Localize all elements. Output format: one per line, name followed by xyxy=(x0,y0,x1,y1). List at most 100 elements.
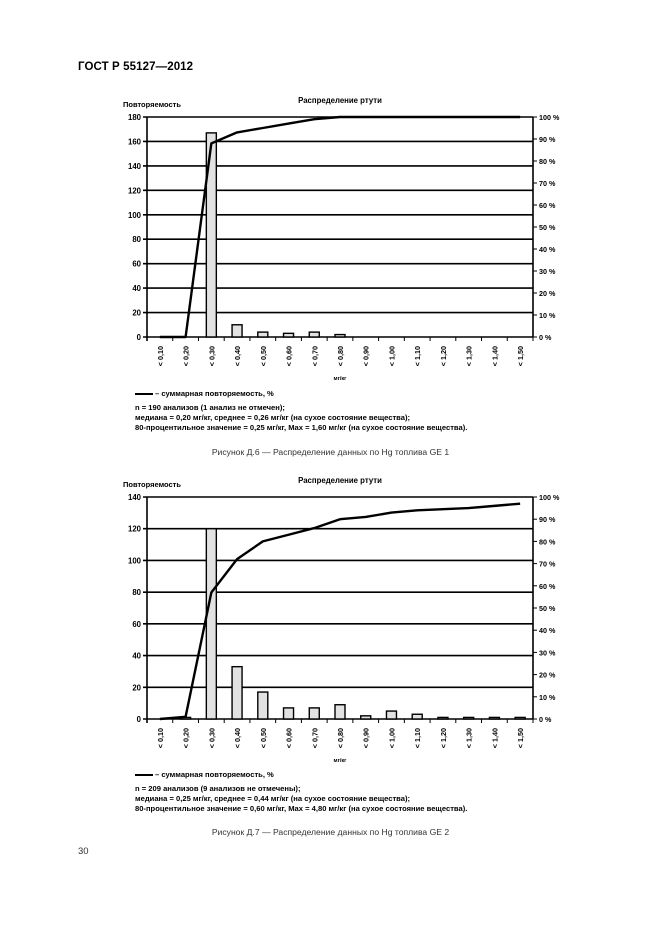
line-legend-icon xyxy=(135,774,153,776)
y2-tick-label: 30 % xyxy=(539,648,556,657)
histogram-bar xyxy=(514,716,526,720)
y2-tick-label: 70 % xyxy=(539,560,556,569)
chart-title: Распределение ртути xyxy=(298,476,382,485)
y2-tick-label: 0 % xyxy=(539,333,552,342)
y-tick-label: 60 xyxy=(132,260,141,269)
y-tick-label: 0 xyxy=(137,333,142,342)
x-tick-label: < 1,50 xyxy=(516,346,525,366)
y-tick-label: 60 xyxy=(132,620,141,629)
y2-tick-label: 30 % xyxy=(539,267,556,276)
y-tick-label: 40 xyxy=(132,284,141,293)
y-tick-label: 140 xyxy=(128,162,142,171)
x-tick-label: < 0,80 xyxy=(336,728,345,748)
chart-title: Распределение ртути xyxy=(298,96,382,105)
y-tick-label: 80 xyxy=(132,588,141,597)
y-tick-label: 100 xyxy=(128,556,142,565)
figure-d6-legend: – суммарная повторяемость, % n = 190 ана… xyxy=(135,389,467,433)
x-tick-label: < 0,50 xyxy=(259,728,268,748)
x-tick-label: < 0,10 xyxy=(156,728,165,748)
x-tick-label: < 0,80 xyxy=(336,346,345,366)
x-axis-unit: мг/кг xyxy=(334,376,348,382)
y2-tick-label: 90 % xyxy=(539,135,556,144)
histogram-bar xyxy=(205,528,218,720)
x-tick-label: < 1,40 xyxy=(490,728,499,748)
x-tick-label: < 0,60 xyxy=(285,728,294,748)
y2-tick-label: 40 % xyxy=(539,626,556,635)
y-axis-label: Повторяемость xyxy=(123,100,181,109)
y2-tick-label: 70 % xyxy=(539,179,556,188)
page-number: 30 xyxy=(78,846,89,857)
x-tick-label: < 0,30 xyxy=(207,346,216,366)
histogram-bar xyxy=(360,715,372,720)
y2-tick-label: 100 % xyxy=(539,493,560,502)
x-tick-label: < 1,30 xyxy=(465,346,474,366)
x-tick-label: < 0,40 xyxy=(233,346,242,366)
histogram-bar xyxy=(437,716,449,720)
x-tick-label: < 0,70 xyxy=(310,346,319,366)
cumulative-line xyxy=(159,502,521,721)
x-tick-label: < 0,40 xyxy=(233,728,242,748)
cumulative-line xyxy=(159,115,521,339)
note-line: медиана = 0,25 мг/кг, среднее = 0,44 мг/… xyxy=(135,794,411,803)
y2-tick-label: 90 % xyxy=(539,515,556,524)
x-tick-label: < 0,70 xyxy=(310,728,319,748)
note-line: 80-процентильное значение = 0,25 мг/кг, … xyxy=(135,423,468,432)
histogram-bar xyxy=(205,132,218,338)
histogram-bar xyxy=(257,691,269,720)
x-tick-label: < 1,20 xyxy=(439,728,448,748)
y-axis-label: Повторяемость xyxy=(123,480,181,489)
note-line: 80-процентильное значение = 0,60 мг/кг, … xyxy=(135,804,468,813)
y2-tick-label: 50 % xyxy=(539,604,556,613)
histogram-bar xyxy=(308,707,320,720)
histogram-bar xyxy=(282,332,295,338)
x-tick-label: < 0,20 xyxy=(182,346,191,366)
histogram-bar xyxy=(334,704,346,720)
x-tick-label: < 0,90 xyxy=(362,728,371,748)
x-tick-label: < 1,40 xyxy=(490,346,499,366)
y2-tick-label: 10 % xyxy=(539,311,556,320)
x-tick-label: < 0,10 xyxy=(156,346,165,366)
y2-tick-label: 100 % xyxy=(539,113,560,122)
y2-tick-label: 80 % xyxy=(539,537,556,546)
y-tick-label: 20 xyxy=(132,683,141,692)
histogram-bar xyxy=(257,331,269,338)
y2-tick-label: 10 % xyxy=(539,693,556,702)
histogram-bar xyxy=(231,324,243,338)
legend-cumulative: – суммарная повторяемость, % xyxy=(135,770,467,780)
y-tick-label: 140 xyxy=(128,493,142,502)
figure-d6-chart: Распределение ртути Повторяемость 0 % 10 % 2… xyxy=(0,0,661,460)
histogram-bar xyxy=(334,333,346,338)
y-tick-label: 0 xyxy=(137,715,142,724)
x-tick-label: < 0,90 xyxy=(362,346,371,366)
histogram-bar xyxy=(282,707,295,720)
figure-d7-legend: – суммарная повторяемость, % n = 209 ана… xyxy=(135,770,467,814)
y-tick-label: 180 xyxy=(128,113,142,122)
figure-d7-caption: Рисунок Д.7 — Распределение данных по Hg… xyxy=(211,827,450,837)
x-tick-label: < 1,50 xyxy=(516,728,525,748)
note-line: медиана = 0,20 мг/кг, среднее = 0,26 мг/… xyxy=(135,413,411,422)
x-tick-label: < 1,00 xyxy=(387,728,396,748)
histogram-bar xyxy=(231,665,243,720)
y2-tick-label: 20 % xyxy=(539,289,556,298)
y-tick-label: 120 xyxy=(128,525,142,534)
y-tick-label: 100 xyxy=(128,211,142,220)
x-axis-unit: мг/кг xyxy=(334,758,348,764)
y2-tick-label: 80 % xyxy=(539,157,556,166)
legend-cumulative: – суммарная повторяемость, % xyxy=(135,389,467,399)
y-tick-label: 40 xyxy=(132,652,141,661)
figure-d6-caption: Рисунок Д.6 — Распределение данных по Hg… xyxy=(211,447,450,457)
y2-tick-label: 60 % xyxy=(539,201,556,210)
y2-tick-label: 60 % xyxy=(539,582,556,591)
x-tick-label: < 1,30 xyxy=(465,728,474,748)
note-line: n = 190 анализов (1 анализ не отмечен); xyxy=(135,403,285,412)
histogram-bar xyxy=(462,716,475,720)
line-legend-icon xyxy=(135,393,153,395)
x-tick-label: < 1,10 xyxy=(413,346,422,366)
x-tick-label: < 1,20 xyxy=(439,346,448,366)
note-line: n = 209 анализов (9 анализов не отмечены… xyxy=(135,784,301,793)
x-tick-label: < 0,50 xyxy=(259,346,268,366)
document-header: ГОСТ Р 55127—2012 xyxy=(78,61,194,73)
x-tick-label: < 1,10 xyxy=(413,728,422,748)
histogram-bar xyxy=(411,713,423,720)
y2-tick-label: 50 % xyxy=(539,223,556,232)
